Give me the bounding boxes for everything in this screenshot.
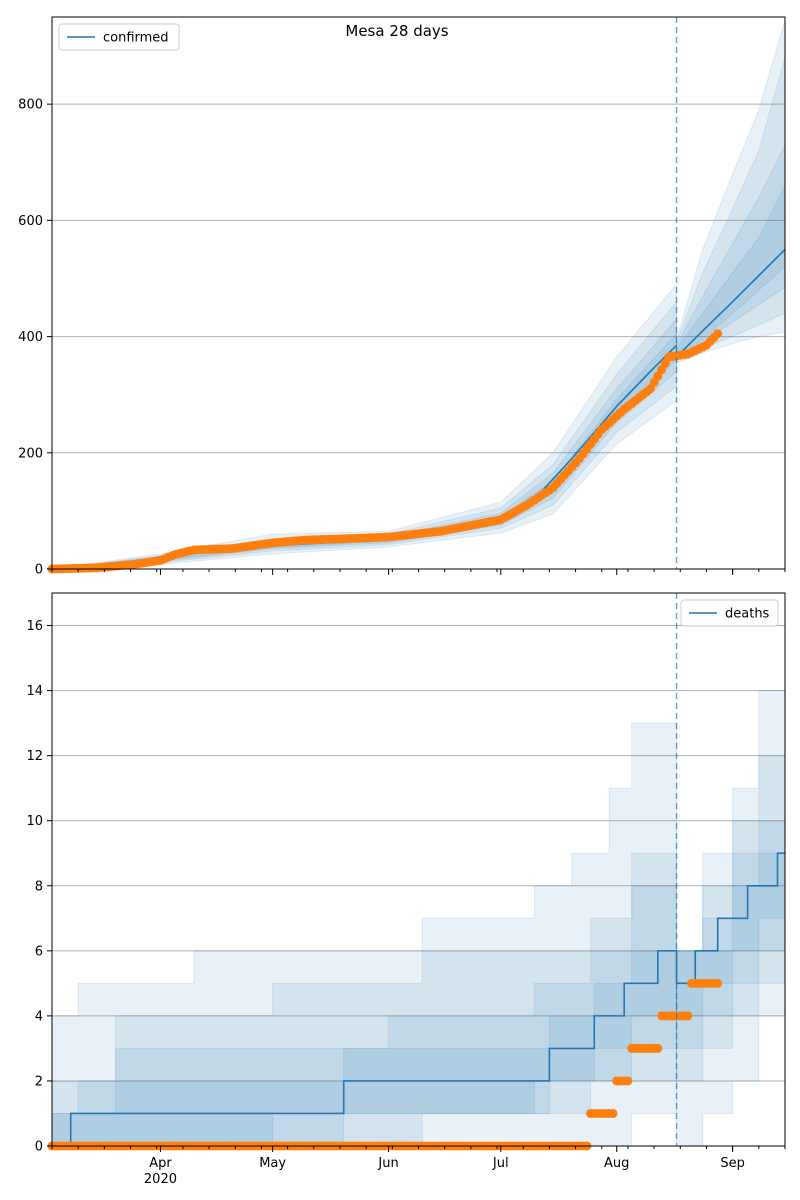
bottom-y-tick-label: 16 <box>26 619 43 634</box>
top-forecast-line <box>675 248 786 358</box>
bottom-y-tick-label: 2 <box>35 1074 43 1089</box>
bottom-observed-point <box>683 1011 693 1021</box>
bottom-y-tick-label: 4 <box>35 1009 43 1024</box>
top-legend <box>58 23 180 51</box>
bottom-y-tick-label: 12 <box>26 749 43 764</box>
top-y-tick-label: 400 <box>18 330 43 345</box>
bottom-y-tick-label: 14 <box>26 684 43 699</box>
bottom-legend <box>680 599 779 627</box>
confirmed-panel: 0 200 400 600 800 confirmed <box>18 16 786 578</box>
bottom-y-tick-label: 0 <box>35 1140 43 1155</box>
figure-title: Mesa 28 days <box>345 22 448 40</box>
bottom-x-tick-label: Jun <box>377 1156 398 1171</box>
bottom-model-line <box>52 852 785 1147</box>
bottom-x-tick-label: Jul <box>492 1156 509 1171</box>
top-y-tick-label: 800 <box>18 98 43 113</box>
top-y-tick-label: 200 <box>18 446 43 461</box>
bottom-x-tick-label: Aug <box>604 1156 629 1171</box>
bottom-y-tick-label: 6 <box>35 944 43 959</box>
bottom-x-tick-label: Apr <box>149 1156 172 1171</box>
bottom-y-tick-label: 8 <box>35 879 43 894</box>
bottom-observed-point <box>623 1076 633 1086</box>
top-y-tick-label: 600 <box>18 214 43 229</box>
top-legend-label: confirmed <box>103 31 169 46</box>
bottom-observed-point <box>608 1108 618 1118</box>
top-observed-point <box>713 329 723 339</box>
bottom-observed-point <box>713 978 723 988</box>
bottom-observed-point <box>653 1043 663 1053</box>
bottom-legend-label: deaths <box>725 607 770 622</box>
top-y-tick-label: 0 <box>35 563 43 578</box>
bottom-x-tick-label: May <box>259 1156 286 1171</box>
bottom-x-tick-label: Sep <box>720 1156 745 1171</box>
bottom-y-tick-label: 10 <box>26 814 43 829</box>
bottom-x-tick-sublabel: 2020 <box>144 1172 177 1187</box>
